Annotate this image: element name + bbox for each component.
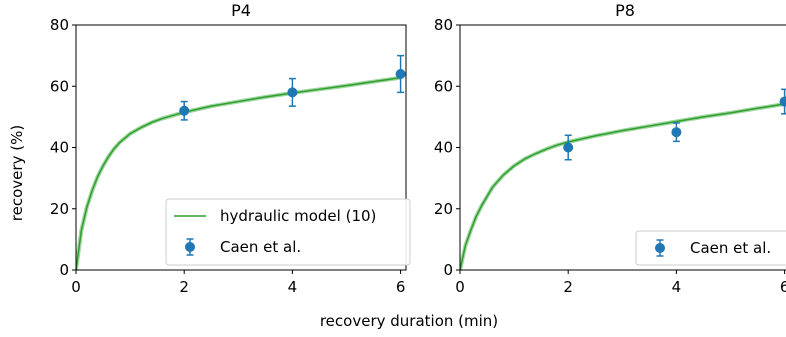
y-tick-label-p8-4: 80 xyxy=(434,16,453,34)
y-tick-label-p4-4: 80 xyxy=(50,16,69,34)
legend-label-p8-0: Caen et al. xyxy=(690,239,771,257)
y-tick-label-p8-1: 20 xyxy=(434,200,453,218)
x-tick-label-p8-1: 2 xyxy=(563,278,573,296)
data-point-p8-0 xyxy=(563,134,574,161)
y-tick-label-p4-0: 0 xyxy=(59,261,69,279)
y-tick-label-p4-3: 60 xyxy=(50,77,69,95)
marker-p4-0 xyxy=(179,105,190,116)
x-tick-label-p8-3: 6 xyxy=(780,278,786,296)
y-tick-label-p8-0: 0 xyxy=(443,261,453,279)
chart-title-p8: P8 xyxy=(615,1,635,20)
legend-marker-swatch-p8 xyxy=(655,243,665,253)
xlabel: recovery duration (min) xyxy=(320,312,498,330)
x-tick-label-p8-0: 0 xyxy=(455,278,465,296)
marker-p4-1 xyxy=(287,87,298,98)
legend-label-p4-0: hydraulic model (10) xyxy=(220,207,376,225)
model-line-p8 xyxy=(460,103,785,270)
legend-label-p4-1: Caen et al. xyxy=(220,238,301,256)
x-tick-label-p4-2: 4 xyxy=(288,278,298,296)
y-tick-label-p8-2: 40 xyxy=(434,139,453,157)
legend-p4: hydraulic model (10) Caen et al. xyxy=(165,198,411,266)
x-tick-label-p8-2: 4 xyxy=(672,278,682,296)
y-tick-label-p4-2: 40 xyxy=(50,139,69,157)
marker-p8-0 xyxy=(563,142,574,153)
y-tick-label-p8-3: 60 xyxy=(434,77,453,95)
data-point-p8-2 xyxy=(779,88,786,115)
y-tick-label-p4-1: 20 xyxy=(50,200,69,218)
ylabel-p4: recovery (%) xyxy=(8,125,26,221)
marker-p8-1 xyxy=(671,127,682,138)
x-tick-label-p4-1: 2 xyxy=(179,278,189,296)
data-point-p4-2 xyxy=(395,54,406,94)
legend-box-p4 xyxy=(165,198,411,266)
legend-box-p8 xyxy=(635,230,786,266)
chart-title-p4: P4 xyxy=(231,1,251,20)
marker-p4-2 xyxy=(395,69,406,79)
legend-p8: Caen et al. xyxy=(635,230,786,266)
data-point-p4-1 xyxy=(287,77,298,107)
data-point-p4-0 xyxy=(179,100,190,121)
legend-marker-swatch-p4 xyxy=(185,242,195,252)
x-tick-label-p4-0: 0 xyxy=(71,278,81,296)
x-tick-label-p4-3: 6 xyxy=(396,278,406,296)
data-point-p8-1 xyxy=(671,122,682,143)
marker-p8-2 xyxy=(779,96,786,107)
